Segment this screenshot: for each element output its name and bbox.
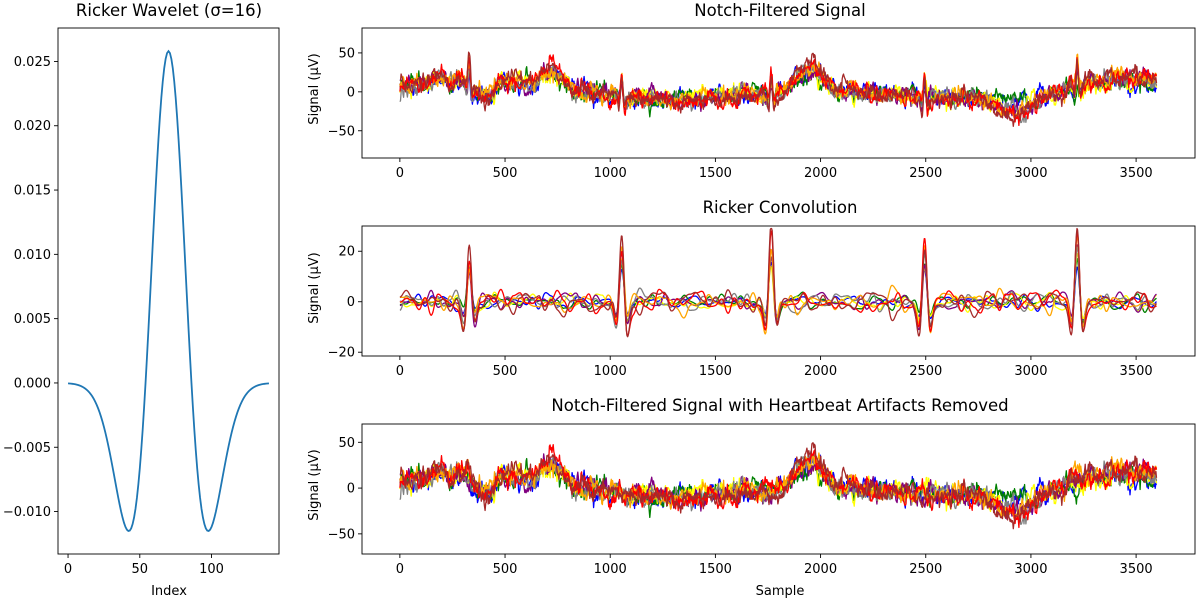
notch-x-tick-label: 2500 bbox=[909, 166, 942, 181]
notch-x-tick-label: 3000 bbox=[1014, 166, 1047, 181]
cleaned-series-brown bbox=[399, 442, 1158, 530]
notch-x-tick-label: 1500 bbox=[699, 166, 732, 181]
ricker-y-tick-label: 0 bbox=[347, 295, 355, 310]
notch-filtered-y-axis-label: Signal (µV) bbox=[307, 53, 322, 124]
ricker-x-tick-label: 1500 bbox=[699, 364, 732, 379]
cleaned-x-tick-label: 2000 bbox=[804, 562, 837, 577]
wavelet-y-tick-label: 0.025 bbox=[14, 55, 51, 70]
ricker-y-tick-label: 20 bbox=[338, 245, 355, 260]
cleaned-axes-frame bbox=[361, 423, 1196, 555]
wavelet-y-tick-label: −0.005 bbox=[3, 441, 51, 456]
cleaned-x-tick-label: 3000 bbox=[1014, 562, 1047, 577]
cleaned-x-tick-label: 1500 bbox=[699, 562, 732, 577]
ricker-x-tick-label: 3000 bbox=[1014, 364, 1047, 379]
artifacts-removed-series-layer bbox=[399, 442, 1158, 530]
ricker-x-tick-label: 500 bbox=[493, 364, 518, 379]
notch-x-tick-label: 2000 bbox=[804, 166, 837, 181]
ricker-x-tick-label: 2500 bbox=[909, 364, 942, 379]
wavelet-series-layer bbox=[67, 49, 270, 532]
cleaned-x-tick-label: 2500 bbox=[909, 562, 942, 577]
notch-x-tick-label: 3500 bbox=[1120, 166, 1153, 181]
wavelet-x-axis-label: Index bbox=[151, 584, 187, 599]
notch-x-tick-label: 1000 bbox=[594, 166, 627, 181]
ricker-x-tick-label: 0 bbox=[396, 364, 404, 379]
wavelet-title: Ricker Wavelet (σ=16) bbox=[76, 1, 262, 20]
cleaned-y-tick-label: 50 bbox=[338, 436, 355, 451]
ricker-convolution-panel: Ricker Convolution 0 500 1000 1500 2000 2500 3… bbox=[307, 198, 1196, 379]
ricker-y-tick-label: −20 bbox=[328, 346, 355, 361]
artifacts-removed-panel: Notch-Filtered Signal with Heartbeat Art… bbox=[307, 396, 1196, 599]
notch-filtered-title: Notch-Filtered Signal bbox=[694, 1, 865, 20]
notch-filtered-panel: Notch-Filtered Signal 0 500 1000 1500 2000 25… bbox=[307, 1, 1196, 181]
notch-x-tick-label: 0 bbox=[396, 166, 404, 181]
cleaned-y-tick-label: −50 bbox=[328, 527, 355, 542]
notch-axes-frame bbox=[361, 27, 1196, 159]
ricker-x-tick-label: 2000 bbox=[804, 364, 837, 379]
wavelet-y-tick-label: 0.010 bbox=[14, 248, 51, 263]
wavelet-y-tick-label: 0.020 bbox=[14, 119, 51, 134]
wavelet-panel: Ricker Wavelet (σ=16) 0 50 100 −0.010 −0.005… bbox=[3, 1, 280, 599]
cleaned-y-tick-label: 0 bbox=[347, 482, 355, 497]
cleaned-x-tick-label: 1000 bbox=[594, 562, 627, 577]
notch-x-tick-label: 500 bbox=[493, 166, 518, 181]
wavelet-x-tick-label: 50 bbox=[132, 562, 149, 577]
notch-filtered-series-layer bbox=[399, 51, 1158, 127]
ricker-convolution-axes: 0 500 1000 1500 2000 2500 3000 3500 −20 0 20 bbox=[328, 225, 1196, 379]
notch-y-tick-label: −50 bbox=[328, 124, 355, 139]
artifacts-removed-y-axis-label: Signal (µV) bbox=[307, 449, 322, 520]
notch-filtered-axes: 0 500 1000 1500 2000 2500 3000 3500 −50 0 50 bbox=[328, 27, 1196, 181]
wavelet-x-tick-label: 0 bbox=[64, 562, 72, 577]
artifacts-removed-title: Notch-Filtered Signal with Heartbeat Art… bbox=[551, 396, 1008, 415]
wavelet-axes-frame bbox=[57, 27, 280, 555]
wavelet-y-tick-label: 0.015 bbox=[14, 184, 51, 199]
ricker-series-brown bbox=[399, 227, 1158, 338]
cleaned-x-tick-label: 0 bbox=[396, 562, 404, 577]
wavelet-x-tick-label: 100 bbox=[199, 562, 224, 577]
ricker-convolution-title: Ricker Convolution bbox=[703, 198, 858, 217]
notch-y-tick-label: 0 bbox=[347, 85, 355, 100]
cleaned-x-tick-label: 3500 bbox=[1120, 562, 1153, 577]
wavelet-axes: 0 50 100 −0.010 −0.005 0.000 0.005 0.010 0.015 0.… bbox=[3, 27, 280, 577]
wavelet-y-tick-label: −0.010 bbox=[3, 505, 51, 520]
ricker-axes-frame bbox=[361, 225, 1196, 357]
ricker-x-tick-label: 3500 bbox=[1120, 364, 1153, 379]
ricker-convolution-y-axis-label: Signal (µV) bbox=[307, 252, 322, 323]
wavelet-line bbox=[67, 49, 270, 532]
ricker-x-tick-label: 1000 bbox=[594, 364, 627, 379]
notch-y-tick-label: 50 bbox=[338, 46, 355, 61]
notch-series-brown bbox=[399, 51, 1158, 127]
wavelet-y-tick-label: 0.000 bbox=[14, 376, 51, 391]
artifacts-removed-x-axis-label: Sample bbox=[756, 584, 805, 599]
wavelet-y-tick-label: 0.005 bbox=[14, 312, 51, 327]
artifacts-removed-axes: 0 500 1000 1500 2000 2500 3000 3500 −50 0 50 bbox=[328, 423, 1196, 577]
cleaned-x-tick-label: 500 bbox=[493, 562, 518, 577]
ricker-convolution-series-layer bbox=[399, 227, 1158, 338]
